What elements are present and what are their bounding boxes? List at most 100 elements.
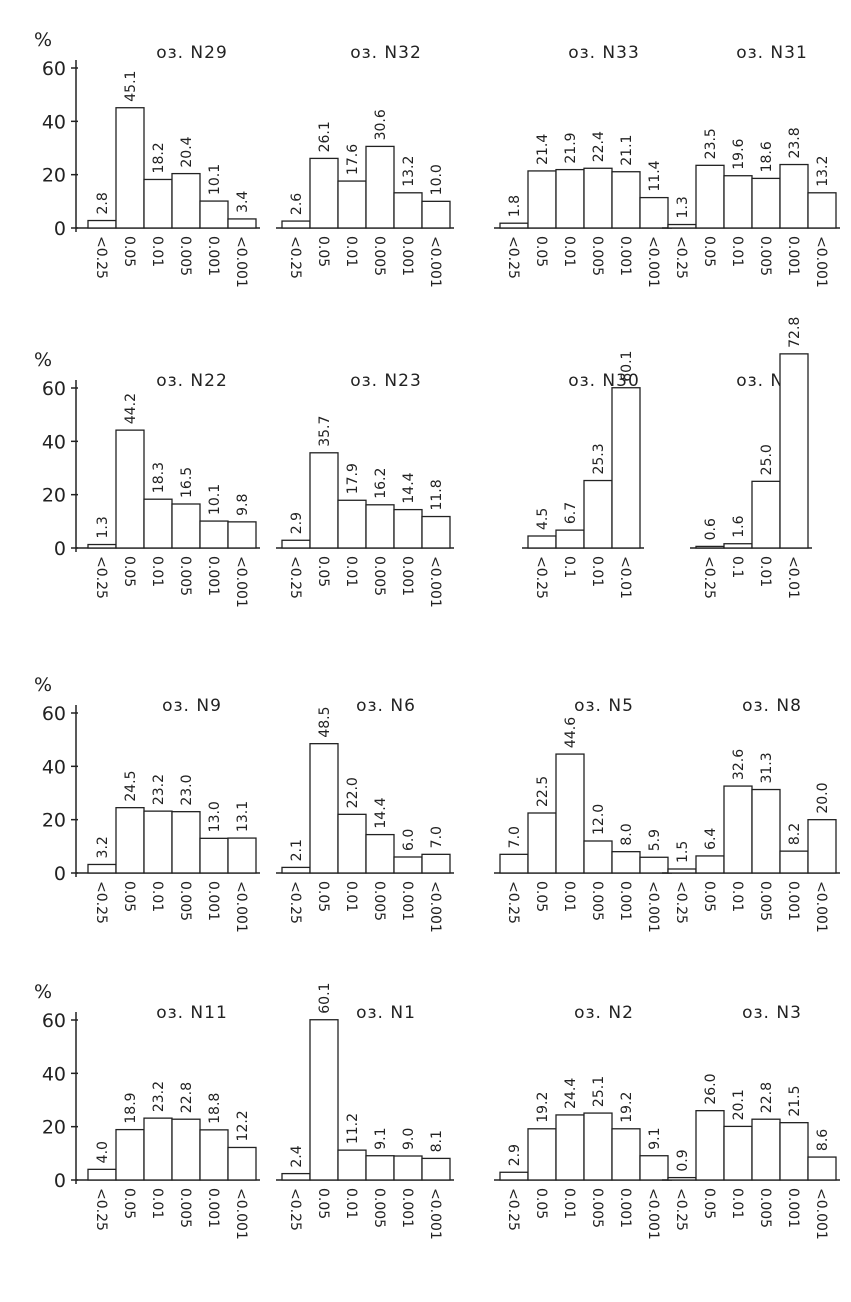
value-label: 5.9	[647, 829, 663, 851]
bar	[115, 107, 145, 229]
value-label: 21.4	[535, 134, 551, 165]
x-tick-label: <0.001	[233, 881, 249, 933]
bar	[695, 545, 725, 549]
y-tick-label: 40	[42, 756, 66, 778]
y-tick-label: 60	[42, 1010, 66, 1032]
bar	[199, 200, 229, 229]
bar	[611, 387, 641, 549]
bar	[281, 220, 311, 229]
bar	[227, 837, 257, 874]
value-label: 23.0	[179, 774, 195, 805]
x-tick-label: 0.005	[371, 881, 387, 921]
y-axis-label: %	[34, 674, 52, 696]
bar	[393, 192, 423, 229]
x-tick-label: 0.001	[785, 236, 801, 276]
x-tick-label: 0.01	[589, 556, 605, 587]
bar	[667, 1176, 697, 1181]
x-tick-label: <0.25	[505, 236, 521, 279]
value-label: 2.4	[289, 1145, 305, 1167]
value-label: 2.8	[95, 192, 111, 214]
bar	[281, 866, 311, 874]
x-tick-label: 0.01	[149, 881, 165, 912]
bar	[751, 480, 781, 549]
x-tick-label: 0.05	[701, 236, 717, 267]
value-label: 18.6	[759, 141, 775, 172]
value-label: 25.0	[759, 444, 775, 475]
value-label: 1.3	[95, 516, 111, 538]
y-tick-label: 60	[42, 378, 66, 400]
bar	[555, 529, 585, 549]
value-label: 22.8	[179, 1082, 195, 1113]
x-tick-label: 0.05	[315, 556, 331, 587]
bar	[807, 819, 837, 874]
chart-title: оз. N9	[162, 696, 222, 716]
chart-title: оз. N23	[350, 371, 422, 391]
value-label: 0.9	[675, 1149, 691, 1171]
chart-title: оз. N3	[742, 1003, 802, 1023]
bar	[527, 812, 557, 874]
y-tick-label: 40	[42, 1063, 66, 1085]
value-label: 11.2	[345, 1113, 361, 1144]
value-label: 10.1	[207, 484, 223, 515]
bar	[723, 1125, 753, 1181]
value-label: 12.0	[591, 804, 607, 835]
value-label: 6.0	[401, 829, 417, 851]
value-label: 4.0	[95, 1141, 111, 1163]
x-tick-label: 0.05	[121, 236, 137, 267]
bar	[807, 192, 837, 229]
x-tick-label: 0.005	[177, 1188, 193, 1228]
bar	[171, 172, 201, 229]
x-tick-label: 0.05	[701, 1188, 717, 1219]
value-label: 45.1	[123, 71, 139, 102]
bar	[421, 515, 451, 549]
value-label: 2.1	[289, 839, 305, 861]
x-tick-label: 0.01	[729, 236, 745, 267]
x-tick-label: <0.25	[673, 881, 689, 924]
value-label: 13.2	[815, 156, 831, 187]
x-tick-label: 0.01	[757, 556, 773, 587]
x-tick-label: 0.005	[177, 236, 193, 276]
bar	[695, 1110, 725, 1181]
x-tick-label: <0.25	[287, 881, 303, 924]
value-label: 0.6	[703, 518, 719, 540]
value-label: 1.8	[507, 195, 523, 217]
x-tick-label: <0.25	[93, 881, 109, 924]
bar	[723, 175, 753, 229]
value-label: 9.1	[373, 1127, 389, 1149]
value-label: 20.0	[815, 782, 831, 813]
y-tick-label: 40	[42, 431, 66, 453]
value-label: 20.4	[179, 136, 195, 167]
value-label: 18.3	[151, 462, 167, 493]
bar	[639, 856, 669, 874]
bar	[583, 167, 613, 229]
x-tick-label: 0.005	[757, 881, 773, 921]
bar	[667, 868, 697, 874]
y-tick-label: 20	[42, 485, 66, 507]
bar	[695, 164, 725, 229]
bar	[199, 837, 229, 874]
chart-title: оз. N31	[736, 43, 808, 63]
x-tick-label: 0.001	[399, 236, 415, 276]
bar	[527, 170, 557, 229]
x-tick-label: <0.25	[533, 556, 549, 599]
bar	[87, 1168, 117, 1181]
chart-title: оз. N1	[356, 1003, 416, 1023]
value-label: 17.6	[345, 144, 361, 175]
x-tick-label: <0.25	[673, 1188, 689, 1231]
x-tick-label: <0.001	[427, 236, 443, 288]
x-tick-label: 0.001	[205, 556, 221, 596]
value-label: 9.8	[235, 494, 251, 516]
x-tick-label: <0.25	[287, 236, 303, 279]
value-label: 72.8	[787, 317, 803, 348]
x-tick-label: 0.05	[121, 1188, 137, 1219]
x-tick-label: 0.05	[315, 236, 331, 267]
x-tick-label: <0.25	[505, 1188, 521, 1231]
x-tick-label: 0.005	[371, 1188, 387, 1228]
x-tick-label: 0.005	[371, 556, 387, 596]
y-tick-label: 0	[54, 218, 66, 240]
value-label: 18.8	[207, 1093, 223, 1124]
value-label: 8.6	[815, 1129, 831, 1151]
bar	[695, 855, 725, 874]
bar	[87, 219, 117, 229]
